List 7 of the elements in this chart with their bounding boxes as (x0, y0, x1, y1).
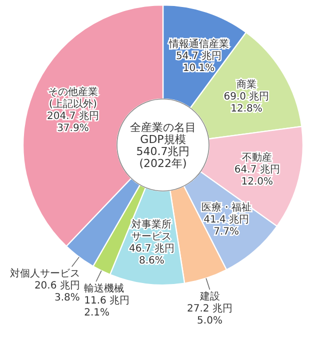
data-label: 20.6 兆円 3.8% (34, 280, 80, 304)
data-label: 27.2 兆円 5.0% (187, 302, 232, 327)
slice-label: 輸送機械 (84, 282, 124, 294)
slice-label: 建設 (198, 290, 220, 303)
title: 全産業の名目GDP規模 540.7兆円(2022年) (130, 121, 196, 170)
data-label: 11.6 兆円 2.1% (84, 294, 130, 318)
slice-label: 対個人サービス (10, 268, 80, 280)
